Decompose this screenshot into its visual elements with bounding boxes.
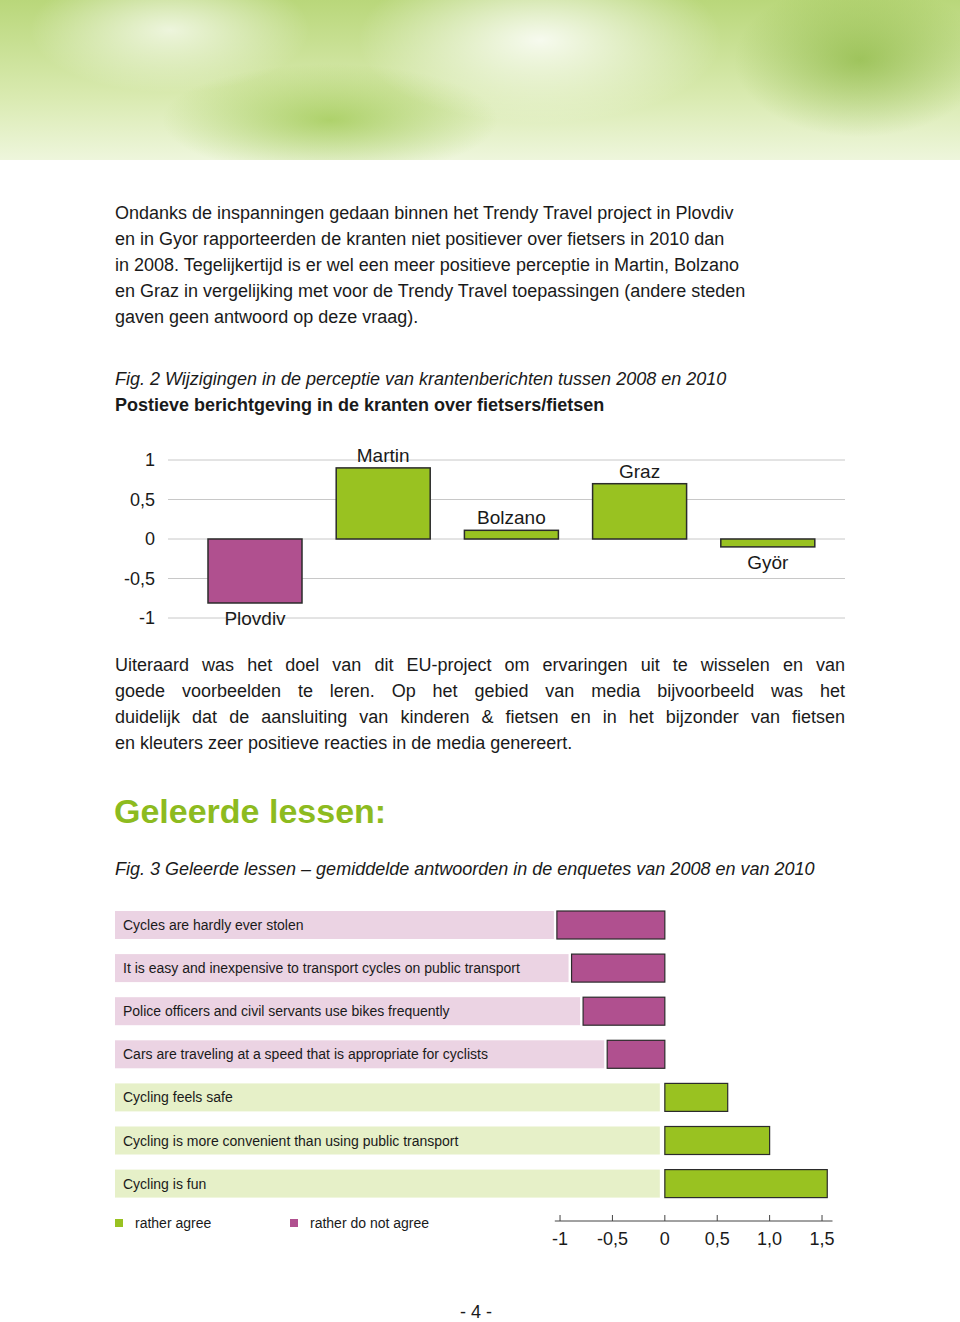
x-tick-label: 1,5: [810, 1229, 835, 1249]
bar: [721, 539, 815, 547]
legend-swatch: [290, 1219, 298, 1227]
category-label: Bolzano: [477, 507, 546, 528]
body-line: Uiteraard was het doel van dit EU-projec…: [115, 652, 845, 678]
figure-title: Fig. 3 Geleerde lessen – gemiddelde antw…: [115, 859, 815, 880]
bar: [208, 539, 302, 603]
bar: [665, 1083, 728, 1111]
category-label: Cars are traveling at a speed that is ap…: [123, 1046, 488, 1062]
x-tick-label: -1: [552, 1229, 568, 1249]
legend-label: rather agree: [135, 1215, 211, 1231]
y-tick-label: -0,5: [124, 569, 155, 589]
category-label: Plovdiv: [224, 608, 286, 629]
bar: [593, 484, 687, 539]
y-tick-label: 1: [145, 450, 155, 470]
bar: [607, 1040, 665, 1068]
bar: [572, 954, 665, 982]
x-tick: [717, 1215, 718, 1221]
category-label: Cycles are hardly ever stolen: [123, 917, 304, 933]
row-labels: Cycles are hardly ever stolen It is easy …: [123, 917, 520, 1192]
category-label: Cycling feels safe: [123, 1089, 233, 1105]
section-heading: Geleerde lessen:: [114, 792, 386, 831]
intro-line: Ondanks de inspanningen gedaan binnen he…: [115, 200, 733, 226]
category-label: Martin: [357, 445, 410, 466]
bar: [665, 1127, 770, 1155]
category-label: Cycling is fun: [123, 1176, 206, 1192]
intro-line: en in Gyor rapporteerden de kranten niet…: [115, 226, 724, 252]
legend-swatch: [115, 1219, 123, 1227]
grid-line: [168, 499, 845, 500]
bar: [583, 997, 665, 1025]
bar: [464, 530, 558, 539]
row-band: [115, 997, 580, 1025]
bars: [208, 468, 815, 603]
category-label: Cycling is more convenient than using pu…: [123, 1133, 459, 1149]
y-tick-label: -1: [139, 608, 155, 628]
legend-label: rather do not agree: [310, 1215, 429, 1231]
category-label: Györ: [747, 552, 789, 573]
intro-line: gaven geen antwoord op deze vraag).: [115, 304, 418, 330]
x-tick-label: 0: [660, 1229, 670, 1249]
x-tick: [664, 1215, 665, 1221]
bar: [336, 468, 430, 539]
x-axis-line: [555, 1221, 833, 1222]
row-band: [115, 1040, 604, 1068]
category-label: Graz: [619, 461, 660, 482]
category-label: It is easy and inexpensive to transport …: [123, 960, 520, 976]
figure-2: 1 0,5 0 -0,5 -1 Plovdiv Martin Bolzano Graz Györ: [124, 445, 845, 629]
page-number: - 4 -: [460, 1302, 492, 1322]
intro-line: in 2008. Tegelijkertijd is er wel een me…: [115, 252, 739, 278]
category-label: Police officers and civil servants use b…: [123, 1003, 450, 1019]
bars: [557, 911, 827, 1198]
row-band: [115, 911, 554, 939]
x-tick-label: -0,5: [597, 1229, 628, 1249]
body-line: goede voorbeelden te leren. Op het gebie…: [115, 678, 845, 704]
x-tick-label: 0,5: [705, 1229, 730, 1249]
row-band: [115, 954, 569, 982]
x-tick: [769, 1215, 770, 1221]
x-tick-label: 1,0: [757, 1229, 782, 1249]
figure-subtitle: Postieve berichtgeving in de kranten ove…: [115, 395, 604, 416]
figure-3: Cycles are hardly ever stolen It is easy …: [115, 911, 835, 1249]
body-line: duidelijk dat de aansluiting van kindere…: [115, 704, 845, 730]
bar: [557, 911, 665, 939]
bar: [665, 1170, 827, 1198]
header-image: [0, 0, 960, 160]
y-tick-label: 0: [145, 529, 155, 549]
grid-line: [168, 460, 845, 461]
x-tick: [612, 1215, 613, 1221]
legend: rather agree rather do not agree: [115, 1215, 429, 1231]
x-tick: [560, 1215, 561, 1221]
row-band: [115, 1170, 660, 1198]
body-line: en kleuters zeer positieve reacties in d…: [115, 730, 845, 756]
figure-title: Fig. 2 Wijzigingen in de perceptie van k…: [115, 369, 726, 390]
x-tick: [822, 1215, 823, 1221]
y-tick-label: 0,5: [130, 490, 155, 510]
intro-line: en Graz in vergelijking met voor de Tren…: [115, 278, 745, 304]
row-band: [115, 1083, 660, 1111]
row-band: [115, 1127, 660, 1155]
